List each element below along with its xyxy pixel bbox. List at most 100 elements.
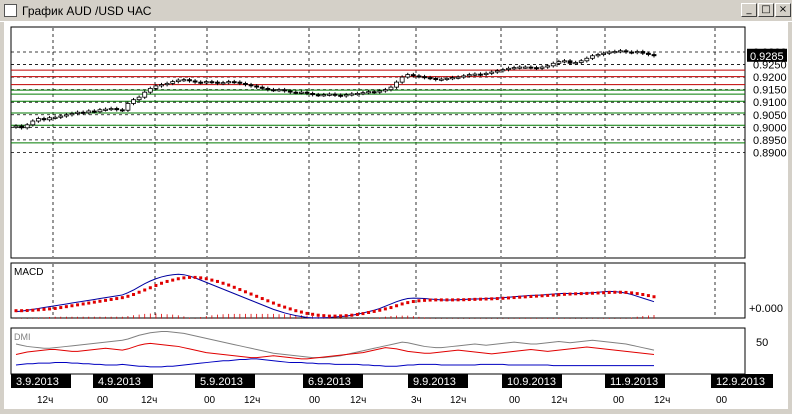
macd-signal-point <box>579 292 583 296</box>
candle-body <box>556 61 562 64</box>
macd-signal-point <box>518 295 522 299</box>
macd-signal-point <box>81 302 85 306</box>
macd-signal-point <box>260 297 264 301</box>
macd-signal-point <box>20 309 24 313</box>
macd-signal-point <box>562 292 566 296</box>
maximize-button[interactable]: □ <box>758 3 774 17</box>
chart-window-icon[interactable] <box>4 4 17 17</box>
window-title: График AUD /USD ЧАС <box>22 4 152 18</box>
candle-body <box>629 51 635 54</box>
macd-signal-point <box>445 298 449 302</box>
macd-signal-point <box>557 293 561 297</box>
candle-body <box>243 82 248 86</box>
candle-body <box>500 69 506 72</box>
macd-signal-point <box>311 312 315 316</box>
candle-body <box>455 76 461 79</box>
candle-body <box>136 96 142 101</box>
date-label-box <box>502 374 562 388</box>
macd-signal-point <box>367 311 371 314</box>
macd-signal-point <box>406 301 410 305</box>
candle-body <box>80 111 86 114</box>
macd-signal-point <box>529 294 533 298</box>
macd-signal-point <box>277 303 281 307</box>
candle-body <box>483 72 489 75</box>
candle-body <box>108 108 114 111</box>
macd-signal-point <box>42 307 46 311</box>
macd-signal-point <box>467 298 471 302</box>
macd-signal-point <box>534 294 538 298</box>
macd-signal-point <box>484 297 488 301</box>
candle-body <box>550 62 556 67</box>
macd-signal-point <box>70 304 74 308</box>
date-label-box <box>195 374 255 388</box>
candle-body <box>237 81 243 84</box>
candle-body <box>142 91 148 98</box>
candle-body <box>147 87 153 93</box>
macd-signal-point <box>104 298 108 302</box>
candle-body <box>30 120 36 126</box>
macd-zero-tick: +0.000 <box>749 303 783 315</box>
hour-label: 12ч <box>37 395 53 406</box>
date-label-box <box>11 374 71 388</box>
candle-body <box>422 76 427 79</box>
hour-label: 12ч <box>654 395 670 406</box>
macd-signal-point <box>652 295 656 299</box>
candle-body <box>360 92 366 95</box>
candle-body <box>539 66 545 69</box>
candle-body <box>203 81 209 84</box>
macd-label: MACD <box>14 267 43 278</box>
date-label-box <box>93 374 153 388</box>
macd-signal-point <box>132 293 136 296</box>
hour-label: 12ч <box>551 395 567 406</box>
date-label: 10.9.2013 <box>507 376 556 388</box>
macd-series <box>14 273 656 319</box>
candle-body <box>254 85 260 88</box>
chart-canvas[interactable]: 0.92500.92000.91500.91000.90500.90000.89… <box>4 22 788 409</box>
candle-body <box>366 91 371 94</box>
candle-body <box>321 94 327 97</box>
candle-body <box>41 118 47 121</box>
macd-signal-point <box>501 296 505 300</box>
macd-panel[interactable] <box>10 262 746 319</box>
candle-body <box>103 108 108 111</box>
hour-label: 00 <box>509 395 521 406</box>
hour-label: 12ч <box>244 395 260 406</box>
macd-signal-point <box>512 296 516 300</box>
candle-body <box>259 86 265 89</box>
macd-signal-point <box>87 301 91 305</box>
macd-signal-point <box>506 296 510 300</box>
date-label-box <box>303 374 363 388</box>
candle-body <box>371 91 377 94</box>
macd-signal-point <box>568 292 572 296</box>
candle-body <box>584 57 590 62</box>
candle-body <box>618 50 623 53</box>
candle-body <box>271 89 276 92</box>
candle-body <box>332 93 338 96</box>
macd-signal-point <box>165 279 169 283</box>
candle-body <box>226 81 232 84</box>
macd-signal-point <box>630 291 634 295</box>
candle-body <box>494 70 500 73</box>
dmi-panel[interactable] <box>10 327 746 375</box>
macd-signal-point <box>344 314 348 318</box>
candle-body <box>170 81 176 84</box>
macd-signal-point <box>434 298 438 302</box>
minimize-button[interactable]: _ <box>741 3 757 17</box>
candle-body <box>595 54 601 57</box>
macd-signal-point <box>646 294 650 298</box>
price-tick-label: 0.9000 <box>753 122 787 134</box>
candle-body <box>634 51 640 54</box>
macd-signal-point <box>423 298 427 302</box>
time-axis: 3.9.2013 4.9.2013 5.9.2013 6.9.2013 9.9.2013… <box>11 374 773 406</box>
candle-body <box>472 73 478 76</box>
date-label: 11.9.2013 <box>610 376 658 388</box>
candle-body <box>299 91 304 94</box>
candle-body <box>304 91 310 94</box>
macd-signal-point <box>210 278 214 282</box>
macd-signal-point <box>36 308 40 312</box>
macd-signal-point <box>176 277 180 281</box>
close-button[interactable]: × <box>775 3 791 17</box>
candle-body <box>19 125 24 129</box>
macd-signal-point <box>227 283 231 287</box>
macd-signal-point <box>613 290 617 294</box>
